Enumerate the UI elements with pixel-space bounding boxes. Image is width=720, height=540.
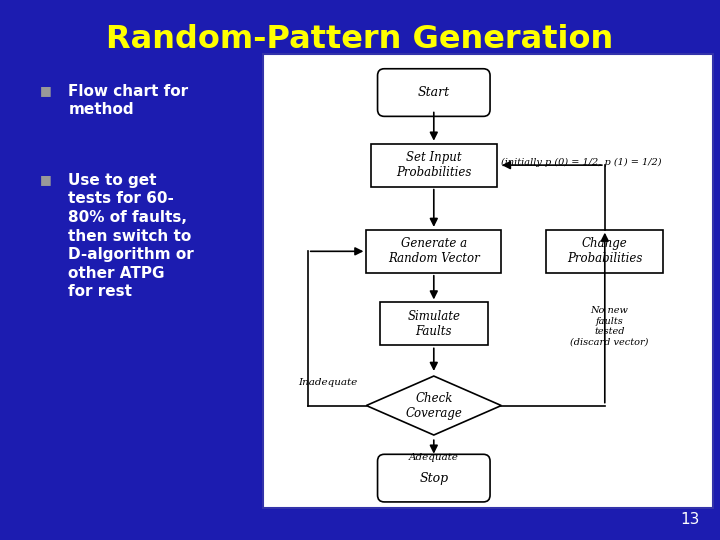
Text: ■: ■: [40, 173, 51, 186]
Text: Inadequate: Inadequate: [298, 379, 357, 387]
Polygon shape: [366, 376, 501, 435]
FancyBboxPatch shape: [371, 144, 497, 187]
Text: Generate a
Random Vector: Generate a Random Vector: [388, 237, 480, 265]
FancyBboxPatch shape: [380, 302, 488, 346]
Text: 13: 13: [680, 511, 700, 526]
Text: Flow chart for
method: Flow chart for method: [68, 84, 189, 117]
FancyBboxPatch shape: [377, 69, 490, 117]
Text: (initially p (0) = 1/2, p (1) = 1/2): (initially p (0) = 1/2, p (1) = 1/2): [501, 158, 662, 167]
Text: Change
Probabilities: Change Probabilities: [567, 237, 642, 265]
Text: Stop: Stop: [419, 471, 449, 484]
FancyBboxPatch shape: [546, 230, 663, 273]
Text: No new
faults
tested
(discard vector): No new faults tested (discard vector): [570, 306, 649, 347]
Text: Check
Coverage: Check Coverage: [405, 392, 462, 420]
Text: Start: Start: [418, 86, 450, 99]
FancyBboxPatch shape: [377, 454, 490, 502]
Text: Simulate
Faults: Simulate Faults: [408, 310, 460, 338]
Text: Set Input
Probabilities: Set Input Probabilities: [396, 151, 472, 179]
Text: ■: ■: [40, 84, 51, 97]
FancyBboxPatch shape: [366, 230, 501, 273]
Text: Use to get
tests for 60-
80% of faults,
then switch to
D-algorithm or
other ATPG: Use to get tests for 60- 80% of faults, …: [68, 173, 194, 299]
Text: Random-Pattern Generation: Random-Pattern Generation: [107, 24, 613, 55]
Text: Adequate: Adequate: [409, 453, 459, 462]
